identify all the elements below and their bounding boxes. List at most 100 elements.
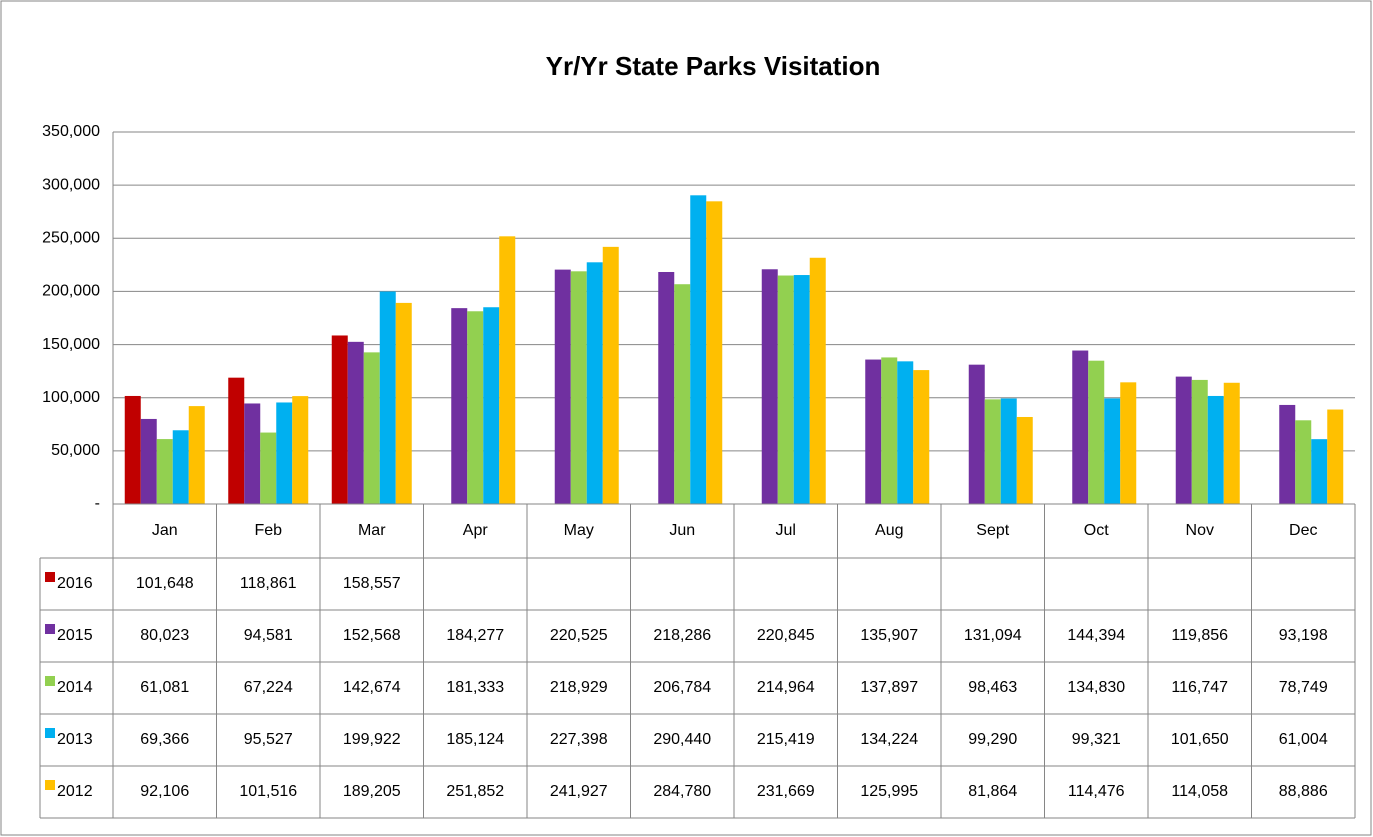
table-value: 144,394 <box>1067 627 1125 644</box>
bar <box>483 307 500 504</box>
y-tick-label: 250,000 <box>42 230 100 247</box>
bar <box>1016 416 1033 504</box>
bar <box>244 403 261 504</box>
table-value: 215,419 <box>757 731 815 748</box>
bar <box>777 275 794 504</box>
y-tick-label: 100,000 <box>42 389 100 406</box>
table-value: 142,674 <box>343 679 401 696</box>
legend-key <box>45 572 55 582</box>
y-tick-label: 200,000 <box>42 283 100 300</box>
bar <box>554 269 571 504</box>
table-value: 214,964 <box>757 679 815 696</box>
bar <box>658 271 675 504</box>
bar <box>602 246 619 505</box>
table-value: 131,094 <box>964 627 1022 644</box>
table-value: 118,861 <box>240 575 297 592</box>
table-value: 98,463 <box>968 679 1017 696</box>
bar <box>331 335 348 504</box>
bar <box>1223 382 1240 504</box>
x-tick-label: Sept <box>976 522 1009 539</box>
x-tick-label: Aug <box>875 522 903 539</box>
x-tick-label: Mar <box>358 522 386 539</box>
legend-key <box>45 728 55 738</box>
bar <box>395 302 412 504</box>
x-tick-label: Jan <box>152 522 178 539</box>
y-tick-label: 50,000 <box>51 442 100 459</box>
table-value: 231,669 <box>757 783 815 800</box>
table-value: 101,516 <box>239 783 297 800</box>
table-value: 92,106 <box>140 783 189 800</box>
y-tick-label: 150,000 <box>42 336 100 353</box>
table-value: 185,124 <box>446 731 504 748</box>
bar <box>156 439 173 504</box>
table-value: 114,058 <box>1171 783 1228 800</box>
bar <box>586 262 603 504</box>
table-value: 94,581 <box>244 627 293 644</box>
table-value: 184,277 <box>446 627 504 644</box>
table-value: 135,907 <box>860 627 918 644</box>
bar <box>379 291 396 504</box>
table-value: 189,205 <box>343 783 401 800</box>
bar <box>363 352 380 504</box>
table-value: 152,568 <box>343 627 401 644</box>
table-value: 61,081 <box>140 679 189 696</box>
table-value: 119,856 <box>1171 627 1228 644</box>
bar <box>347 341 364 504</box>
table-value: 67,224 <box>244 679 293 696</box>
bar <box>451 308 468 504</box>
table-value: 137,897 <box>860 679 918 696</box>
bar <box>674 284 691 504</box>
table-value: 227,398 <box>550 731 608 748</box>
x-tick-label: Nov <box>1186 522 1214 539</box>
legend-key <box>45 676 55 686</box>
bar <box>1072 350 1089 504</box>
chart-title: Yr/Yr State Parks Visitation <box>546 51 881 81</box>
bar <box>793 275 810 504</box>
table-value: 78,749 <box>1279 679 1328 696</box>
bar <box>1311 439 1328 504</box>
table-value: 199,922 <box>343 731 401 748</box>
table-value: 218,929 <box>550 679 608 696</box>
bar <box>1000 398 1017 504</box>
legend-label: 2015 <box>57 627 93 644</box>
x-tick-label: Dec <box>1289 522 1317 539</box>
bar <box>1327 409 1344 504</box>
table-value: 220,845 <box>757 627 815 644</box>
table-value: 101,650 <box>1171 731 1229 748</box>
table-value: 284,780 <box>653 783 711 800</box>
bar <box>690 195 707 504</box>
table-value: 99,290 <box>968 731 1017 748</box>
legend-label: 2013 <box>57 731 93 748</box>
bar <box>761 269 778 504</box>
bar <box>1104 398 1121 504</box>
bar <box>140 418 157 504</box>
bar <box>968 364 985 504</box>
bar <box>881 357 898 504</box>
table-value: 69,366 <box>140 731 189 748</box>
table-value: 99,321 <box>1072 731 1121 748</box>
legend-label: 2014 <box>57 679 93 696</box>
table-value: 206,784 <box>653 679 711 696</box>
table-value: 95,527 <box>244 731 293 748</box>
table-value: 134,224 <box>860 731 918 748</box>
bar <box>913 370 930 504</box>
bar <box>188 406 205 504</box>
table-value: 81,864 <box>968 783 1017 800</box>
bar <box>276 402 293 504</box>
bar <box>1088 360 1105 504</box>
legend-label: 2012 <box>57 783 93 800</box>
bar <box>1175 376 1192 504</box>
table-value: 158,557 <box>343 575 401 592</box>
table-value: 93,198 <box>1279 627 1328 644</box>
y-tick-label: - <box>95 495 100 512</box>
bar <box>499 236 516 504</box>
y-tick-label: 350,000 <box>42 123 100 140</box>
x-tick-label: Jun <box>669 522 695 539</box>
bar <box>228 377 245 504</box>
table-value: 134,830 <box>1067 679 1125 696</box>
bar <box>984 399 1001 504</box>
y-tick-label: 300,000 <box>42 176 100 193</box>
bar <box>897 361 914 504</box>
